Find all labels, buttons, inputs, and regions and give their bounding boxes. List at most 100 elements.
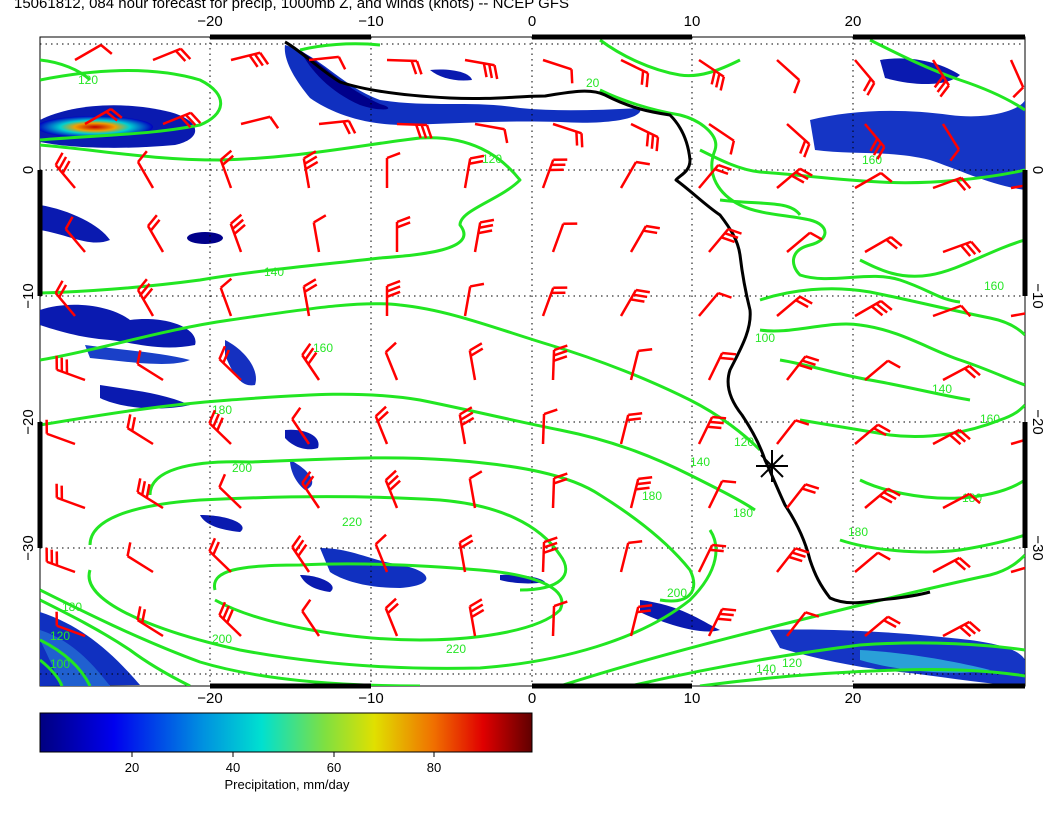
wind-barb (619, 160, 651, 189)
lon-ticks-top: −20 −10 0 10 20 (197, 13, 861, 30)
wind-barb (698, 163, 732, 189)
wind-barb (312, 214, 327, 253)
wind-barb (463, 154, 485, 189)
wind-barb (291, 534, 311, 573)
wind-barb (941, 123, 960, 162)
lat-tick-label: −30 (20, 535, 37, 560)
wind-barb (218, 473, 242, 509)
wind-barb (1010, 438, 1025, 446)
wind-barb (45, 547, 76, 574)
wind-barb (384, 341, 399, 381)
wind-barb (942, 364, 981, 382)
lat-tick-label: −10 (1029, 283, 1046, 308)
wind-barb (932, 176, 972, 192)
contour-label: 160 (984, 279, 1004, 293)
wind-barb (458, 406, 475, 445)
wind-barb (786, 355, 820, 381)
wind-barb (301, 598, 321, 637)
contour-label: 120 (782, 656, 802, 670)
wind-barb (541, 158, 568, 189)
lon-tick-label: 20 (845, 13, 862, 30)
wind-barb (708, 227, 742, 253)
contour-label: 180 (642, 489, 662, 503)
contour-label: 140 (932, 382, 952, 396)
lat-tick-label: 0 (1029, 166, 1046, 174)
wind-barb (468, 598, 485, 637)
wind-barb (54, 280, 76, 317)
wind-barb (385, 151, 401, 188)
wind-barbs (45, 43, 1025, 638)
wind-barb (126, 414, 154, 446)
contour-label: 140 (690, 455, 710, 469)
wind-barb (162, 111, 202, 128)
lon-tick-label: 10 (684, 13, 701, 30)
wind-barb (776, 59, 801, 94)
wind-barb (64, 216, 86, 253)
wind-barb (776, 295, 813, 317)
wind-barb (230, 51, 270, 68)
wind-barb (708, 122, 736, 155)
wind-barb (854, 299, 893, 318)
wind-barb (864, 615, 901, 637)
wind-barb (136, 150, 155, 189)
wind-barb (942, 492, 981, 510)
contour-label: 180 (62, 600, 82, 614)
contour-label: 180 (733, 506, 753, 520)
wind-barb (136, 278, 155, 317)
wind-barb (942, 620, 981, 638)
wind-barb (374, 533, 389, 573)
contour-label: 220 (342, 515, 362, 529)
wind-barb (864, 487, 901, 509)
precip-colorbar: 20 40 60 80 Precipitation, mm/day (39, 712, 533, 792)
colorbar-tick-label: 40 (226, 760, 240, 775)
contour-label: 20 (586, 76, 600, 90)
wind-barb (629, 224, 661, 253)
colorbar-title: Precipitation, mm/day (225, 777, 350, 792)
wind-barb (864, 359, 901, 381)
colorbar-tick-label: 20 (125, 760, 139, 775)
wind-barb (697, 543, 727, 573)
wind-barb (932, 428, 971, 446)
contour-label: 120 (50, 629, 70, 643)
wind-barb (698, 58, 726, 91)
wind-barb (932, 304, 972, 318)
contour-label: 160 (862, 153, 882, 167)
wind-barb (385, 279, 401, 316)
wind-barb (854, 171, 893, 190)
lon-tick-label: −20 (197, 13, 222, 30)
wind-barb (541, 286, 568, 317)
lon-tick-label: 10 (684, 690, 701, 707)
wind-barb (854, 551, 891, 573)
lon-tick-label: 0 (528, 690, 536, 707)
wind-barb (931, 59, 950, 98)
lon-tick-label: −10 (358, 690, 383, 707)
lon-tick-label: 0 (528, 13, 536, 30)
wind-barb (786, 231, 823, 253)
wind-barb (942, 240, 982, 257)
wind-barb (458, 534, 474, 573)
wind-barb (551, 600, 568, 637)
coastline (284, 40, 931, 605)
contour-label: 100 (755, 331, 775, 345)
contour-label: 140 (264, 265, 284, 279)
wind-barb (776, 547, 810, 573)
wind-barb (318, 119, 357, 135)
lat-tick-label: −20 (20, 409, 37, 434)
wind-barb (55, 483, 86, 510)
contour-label: 180 (848, 525, 868, 539)
frame-ticks (37, 34, 1028, 689)
wind-barb (384, 469, 401, 509)
wind-barb (932, 556, 971, 574)
contour-label: 160 (313, 341, 333, 355)
wind-barb (136, 606, 164, 638)
wind-barb (395, 215, 411, 252)
wind-barb (45, 419, 76, 446)
wind-barb (240, 115, 280, 129)
wind-barb (229, 213, 246, 253)
wind-barb (854, 59, 876, 96)
contour-label: 140 (756, 662, 776, 676)
lat-tick-label: −20 (1029, 409, 1046, 434)
lat-tick-label: −30 (1029, 535, 1046, 560)
wind-barb (786, 123, 811, 158)
wind-barb (776, 167, 813, 189)
